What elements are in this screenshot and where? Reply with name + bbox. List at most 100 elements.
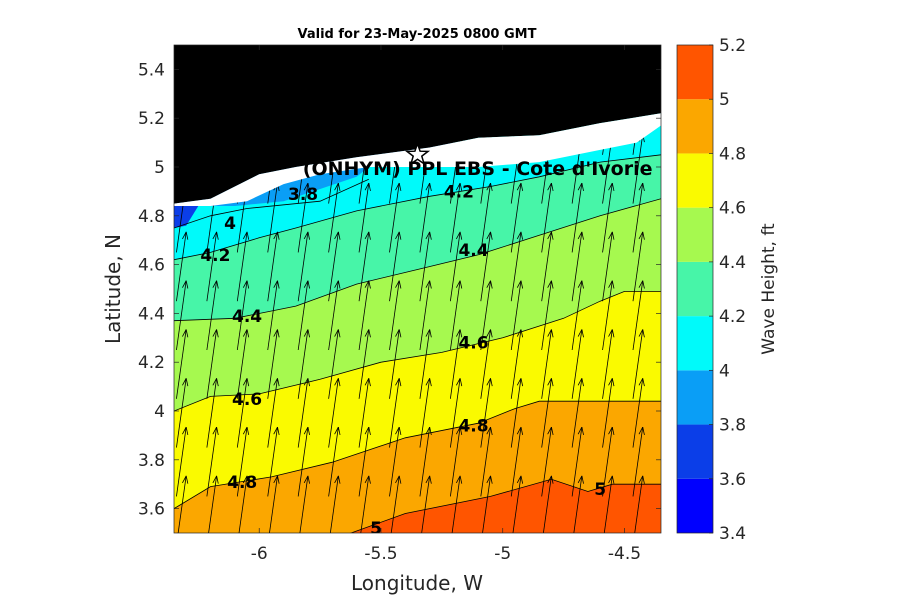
- wave-arrow-42: [297, 182, 310, 253]
- wave-arrow-50: [328, 231, 341, 302]
- wave-arrow-108: [542, 475, 554, 533]
- contour-4.8: [174, 400, 661, 509]
- contour-label-6: 4.6: [232, 390, 262, 410]
- wave-arrow-83: [449, 378, 463, 448]
- contour-label-8: 4.8: [227, 473, 257, 493]
- contour-4.4: [174, 198, 661, 322]
- chart-title: Valid for 23-May-2025 0800 GMT: [298, 27, 537, 42]
- contour-label-7: 4.6: [458, 334, 488, 354]
- wave-arrow-110: [541, 378, 554, 448]
- wave-arrow-29: [267, 378, 280, 448]
- y-tick-label-1: 3.8: [138, 451, 165, 471]
- wave-arrow-122: [571, 231, 584, 302]
- wave-arrow-91: [480, 426, 493, 497]
- wave-arrow-30: [267, 329, 280, 399]
- colorbar-frame: [676, 44, 714, 534]
- wave-arrow-57: [358, 329, 371, 399]
- wave-arrow-38: [297, 378, 310, 448]
- y-tick-label-3: 4.2: [138, 353, 165, 373]
- wave-arrow-117: [573, 475, 584, 533]
- cb-tick-label-3: 4: [719, 361, 730, 381]
- x-tick-label-2: -5: [494, 544, 511, 564]
- wave-arrow-54: [360, 475, 371, 533]
- wave-arrow-4: [176, 280, 189, 351]
- contour-label-0: 3.8: [288, 185, 318, 205]
- wave-arrow-74: [419, 378, 432, 448]
- contour-label-3: 4.2: [444, 182, 474, 202]
- wave-arrow-96: [480, 182, 493, 253]
- wave-arrow-39: [297, 329, 310, 399]
- wave-arrow-10: [206, 426, 219, 497]
- contour-4: [174, 208, 248, 229]
- cb-tick-label-8: 5: [719, 90, 730, 110]
- wave-arrow-85: [449, 280, 463, 351]
- wave-band-1: [174, 401, 661, 533]
- wave-band-4: [174, 154, 661, 321]
- y-tick-label-0: 3.6: [138, 500, 165, 520]
- wave-arrow-19: [236, 426, 250, 497]
- wave-arrow-47: [328, 378, 341, 448]
- wave-arrow-135: [634, 475, 645, 533]
- x-tick-label-1: -5.5: [364, 544, 397, 564]
- wave-band-3: [174, 198, 661, 411]
- wave-arrow-11: [206, 378, 219, 448]
- wave-arrow-139: [632, 280, 645, 351]
- wave-arrow-73: [419, 426, 432, 497]
- wave-band-0: [351, 479, 661, 533]
- wave-arrow-137: [632, 378, 645, 448]
- cb-tick-label-0: 3.4: [719, 524, 746, 544]
- wave-arrow-3: [176, 329, 189, 399]
- wave-arrow-23: [236, 231, 250, 302]
- wave-arrow-99: [512, 475, 524, 533]
- y-tick-label-7: 5: [154, 158, 165, 178]
- cb-tick-label-6: 4.6: [719, 199, 746, 219]
- wave-arrow-82: [449, 426, 463, 497]
- colorbar-swatch-8: [677, 45, 713, 100]
- wave-arrow-2: [176, 378, 189, 448]
- wave-arrow-136: [632, 426, 645, 497]
- cb-tick-label-7: 4.8: [719, 144, 746, 164]
- x-axis-label: Longitude, W: [351, 571, 483, 595]
- wave-arrow-111: [541, 329, 554, 399]
- wave-arrow-118: [571, 426, 584, 497]
- wave-arrow-95: [480, 231, 493, 302]
- colorbar-label: Wave Height, ft: [759, 223, 779, 355]
- wave-arrow-18: [238, 475, 250, 533]
- wave-arrow-131: [602, 231, 615, 302]
- contour-5: [349, 478, 661, 533]
- y-tick-label-2: 4: [154, 402, 165, 422]
- cb-tick-label-2: 3.8: [719, 416, 746, 436]
- wave-arrow-103: [510, 280, 524, 351]
- contour-3.8: [246, 178, 369, 209]
- contour-label-9: 4.8: [458, 417, 488, 437]
- y-axis-ticks: 3.6 3.8 4 4.2 4.4 4.6 4.8 5 5.2 5.4: [138, 60, 661, 520]
- wave-arrow-109: [541, 426, 554, 497]
- wave-arrow-41: [297, 231, 310, 302]
- contour-label-10: 5: [370, 519, 382, 539]
- wave-arrow-114: [541, 182, 554, 253]
- wave-arrow-126: [603, 475, 615, 533]
- contour-4.6: [174, 291, 661, 412]
- wave-arrow-121: [571, 280, 584, 351]
- wave-arrow-87: [449, 182, 463, 253]
- wave-arrow-32: [267, 231, 280, 302]
- wave-arrow-94: [480, 280, 493, 351]
- contour-lines: [174, 154, 661, 533]
- contour-label-1: 4: [224, 214, 236, 234]
- contour-labels: 3.8 4 4.2 4.2 4.4 4.4 4.6 4.6 4.8 4.8 5 5: [200, 182, 606, 539]
- wave-arrow-28: [267, 426, 280, 497]
- wave-arrow-138: [632, 329, 645, 399]
- wave-arrow-123: [571, 182, 584, 253]
- wave-arrow-40: [297, 280, 310, 351]
- colorbar-swatch-0: [677, 478, 713, 533]
- wave-arrow-27: [269, 475, 280, 533]
- wave-arrow-92: [480, 378, 493, 448]
- wave-arrow-12: [206, 329, 219, 399]
- wave-arrow-66: [389, 329, 402, 399]
- wave-arrow-45: [329, 475, 341, 533]
- wave-arrow-59: [358, 231, 371, 302]
- wave-arrow-69: [389, 182, 402, 253]
- wave-arrow-140: [632, 231, 645, 302]
- wave-arrow-84: [449, 329, 463, 399]
